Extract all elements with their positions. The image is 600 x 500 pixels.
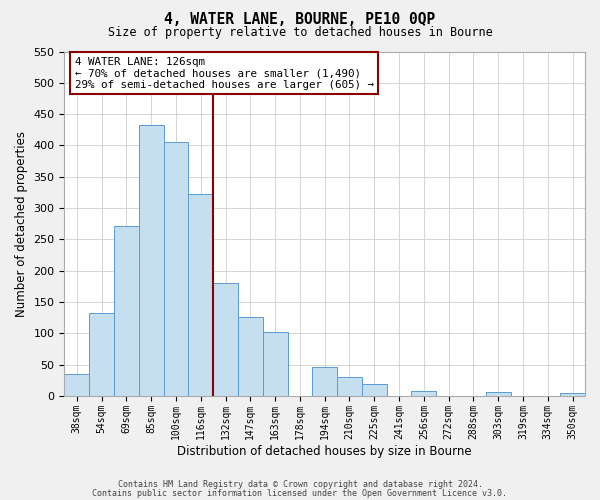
Bar (560, 393, 585, 396)
Bar (263, 332, 287, 396)
X-axis label: Distribution of detached houses by size in Bourne: Distribution of detached houses by size … (178, 444, 472, 458)
Bar (164, 142, 188, 396)
Bar (238, 317, 263, 396)
Bar (188, 194, 213, 396)
Text: Contains HM Land Registry data © Crown copyright and database right 2024.: Contains HM Land Registry data © Crown c… (118, 480, 482, 489)
Text: Size of property relative to detached houses in Bourne: Size of property relative to detached ho… (107, 26, 493, 39)
Bar (313, 367, 337, 396)
Bar (362, 384, 386, 396)
Bar (213, 282, 238, 396)
Bar (486, 392, 511, 396)
Bar (89, 312, 114, 396)
Text: 4, WATER LANE, BOURNE, PE10 0QP: 4, WATER LANE, BOURNE, PE10 0QP (164, 12, 436, 28)
Bar (64, 374, 89, 396)
Bar (139, 126, 164, 396)
Bar (412, 391, 436, 396)
Text: Contains public sector information licensed under the Open Government Licence v3: Contains public sector information licen… (92, 489, 508, 498)
Bar (114, 226, 139, 396)
Bar (337, 378, 362, 396)
Y-axis label: Number of detached properties: Number of detached properties (15, 131, 28, 317)
Text: 4 WATER LANE: 126sqm
← 70% of detached houses are smaller (1,490)
29% of semi-de: 4 WATER LANE: 126sqm ← 70% of detached h… (75, 56, 374, 90)
